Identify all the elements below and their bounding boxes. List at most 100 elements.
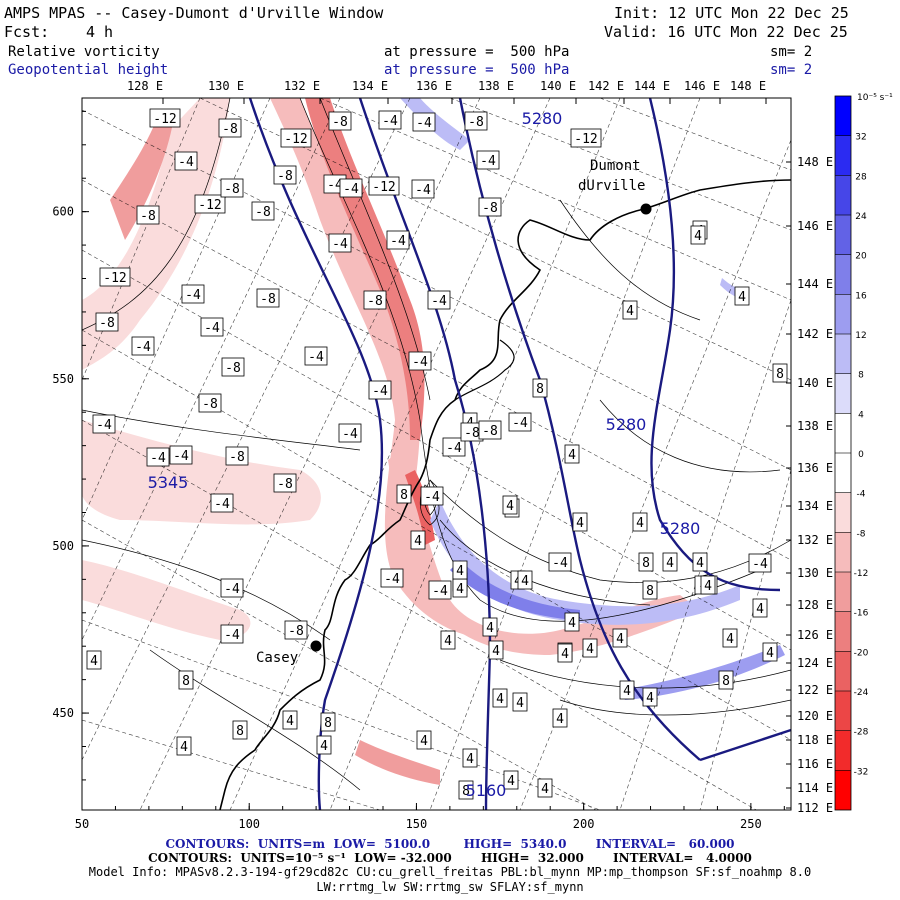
graticule-line (599, 98, 791, 171)
vorticity-label: -4 (752, 557, 768, 572)
vorticity-label: 8 (462, 784, 470, 799)
height-line-2 (358, 98, 492, 810)
vorticity-label: -12 (153, 112, 176, 127)
vorticity-label: 4 (516, 696, 524, 711)
vorticity-label-box (225, 446, 249, 466)
vorticity-label-box (210, 493, 234, 513)
vorticity-label: -8 (140, 209, 156, 224)
graticule-line (699, 469, 791, 810)
top-lon-label: 144 E (634, 79, 670, 93)
vorticity-label-box (284, 620, 308, 640)
right-lon-label: 126 E (797, 628, 833, 642)
vorticity-label: 8 (776, 367, 784, 382)
vorticity-label-box (328, 111, 352, 131)
vorticity-label: 4 (696, 556, 704, 571)
vorticity-label: -12 (574, 132, 597, 147)
vorticity-label: -4 (480, 154, 496, 169)
vorticity-label-box (488, 640, 504, 660)
footer-height-contours: CONTOURS: UNITS=m LOW= 5100.0 HIGH= 5340… (165, 837, 735, 851)
vorticity-label: 4 (704, 579, 712, 594)
vorticity-label-box (517, 570, 533, 590)
vorticity-label-box (700, 575, 716, 595)
colorbar-segment (835, 492, 851, 533)
vorticity-label: -4 (424, 490, 440, 505)
colorbar-segment (835, 254, 851, 295)
graticule-line (82, 519, 597, 810)
vorticity-label: -4 (372, 384, 388, 399)
vorticity-label-box (492, 688, 508, 708)
vorticity-label-box (722, 628, 738, 648)
colorbar-tick-label: 8 (858, 371, 864, 381)
vorticity-label: 4 (694, 229, 702, 244)
vorticity-label: 4 (616, 632, 624, 647)
vorticity-label-box (752, 598, 768, 618)
top-lon-label: 130 E (208, 79, 244, 93)
right-lon-label: 128 E (797, 598, 833, 612)
colorbar-tick-label: 32 (855, 133, 866, 143)
vorticity-label-box (564, 612, 580, 632)
vorticity-label-box (478, 197, 502, 217)
vorticity-label: 8 (400, 488, 408, 503)
vorticity-label-box (174, 151, 198, 171)
vorticity-label-box (316, 735, 332, 755)
field-1-sm: sm= 2 (770, 44, 813, 60)
vorticity-label: -8 (332, 115, 348, 130)
vorticity-label: -12 (103, 271, 126, 286)
graticule-line (82, 419, 758, 810)
vorticity-label-box (462, 748, 478, 768)
colorbar-segment (835, 373, 851, 414)
vorticity-label: -8 (367, 294, 383, 309)
colorbar-tick-label: -12 (854, 569, 869, 579)
vorticity-label: -4 (390, 234, 406, 249)
vorticity-label: -4 (308, 350, 324, 365)
colorbar-tick-label: -28 (854, 728, 869, 738)
graticule-line (519, 139, 791, 810)
neg-band-5 (82, 420, 321, 525)
vorticity-label: -12 (284, 132, 307, 147)
vorticity-label-box (149, 108, 181, 128)
vorticity-label-box (339, 178, 363, 198)
height-label: 5160 (466, 781, 507, 800)
colorbar-segment (835, 572, 851, 612)
graticule-line (82, 98, 201, 381)
right-lon-label: 140 E (797, 376, 833, 390)
graticule-line (319, 98, 791, 301)
vorticity-label-box (508, 412, 532, 432)
top-lon-label: 146 E (684, 79, 720, 93)
axis-ticks (81, 110, 785, 810)
neg-band-8 (355, 740, 440, 785)
vorticity-label-box (428, 580, 452, 600)
vorticity-label-box (662, 552, 678, 572)
vorticity-label: 8 (642, 556, 650, 571)
x-tick-label: 50 (75, 817, 89, 831)
vorticity-label-box (131, 336, 155, 356)
vorticity-label-box (772, 363, 788, 383)
colorbar-tick-label: -8 (857, 529, 866, 539)
vorticity-label-box (256, 288, 280, 308)
height-label: 5280 (606, 415, 647, 434)
vorticity-label-box (194, 194, 226, 214)
vorticity-label: 4 (568, 616, 576, 631)
vorticity-label: 4 (586, 642, 594, 657)
x-tick-label: 250 (740, 817, 762, 831)
vorticity-label-box (440, 630, 456, 650)
vorticity-label-box (537, 778, 553, 798)
vorticity-label-box (220, 178, 244, 198)
colorbar-segment (835, 175, 851, 215)
vorticity-label-box (572, 512, 588, 532)
top-lon-label: 128 E (127, 79, 163, 93)
colorbar: 32 28 24 20 16 12 8 4 0 -4 -8 -12 -16 -20 -24 -28 -32 (834, 95, 869, 811)
station-casey-label: Casey (256, 650, 299, 666)
vorticity-label-box (482, 617, 498, 637)
vorticity-label: -4 (412, 355, 428, 370)
vorticity-label: 4 (738, 290, 746, 305)
graticule-line (449, 98, 791, 231)
vorticity-label: -4 (224, 628, 240, 643)
vorticity-label-box (638, 552, 654, 572)
colorbar-tick-label: -32 (854, 767, 869, 777)
vorticity-label-box (478, 420, 502, 440)
vorticity-label-box (136, 205, 160, 225)
vorticity-label-box (181, 284, 205, 304)
top-lon-label: 132 E (284, 79, 320, 93)
colorbar-segment (835, 730, 851, 771)
